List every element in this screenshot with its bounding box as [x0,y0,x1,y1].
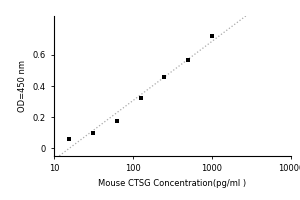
Point [115,119,119,123]
Point [138,97,143,100]
X-axis label: Mouse CTSG Concentration(pg/ml ): Mouse CTSG Concentration(pg/ml ) [98,179,247,188]
Point [210,35,214,38]
Point [91,131,95,134]
Point [186,58,190,61]
Y-axis label: OD=450 nm: OD=450 nm [18,60,27,112]
Point [67,138,72,141]
Point [162,75,167,78]
